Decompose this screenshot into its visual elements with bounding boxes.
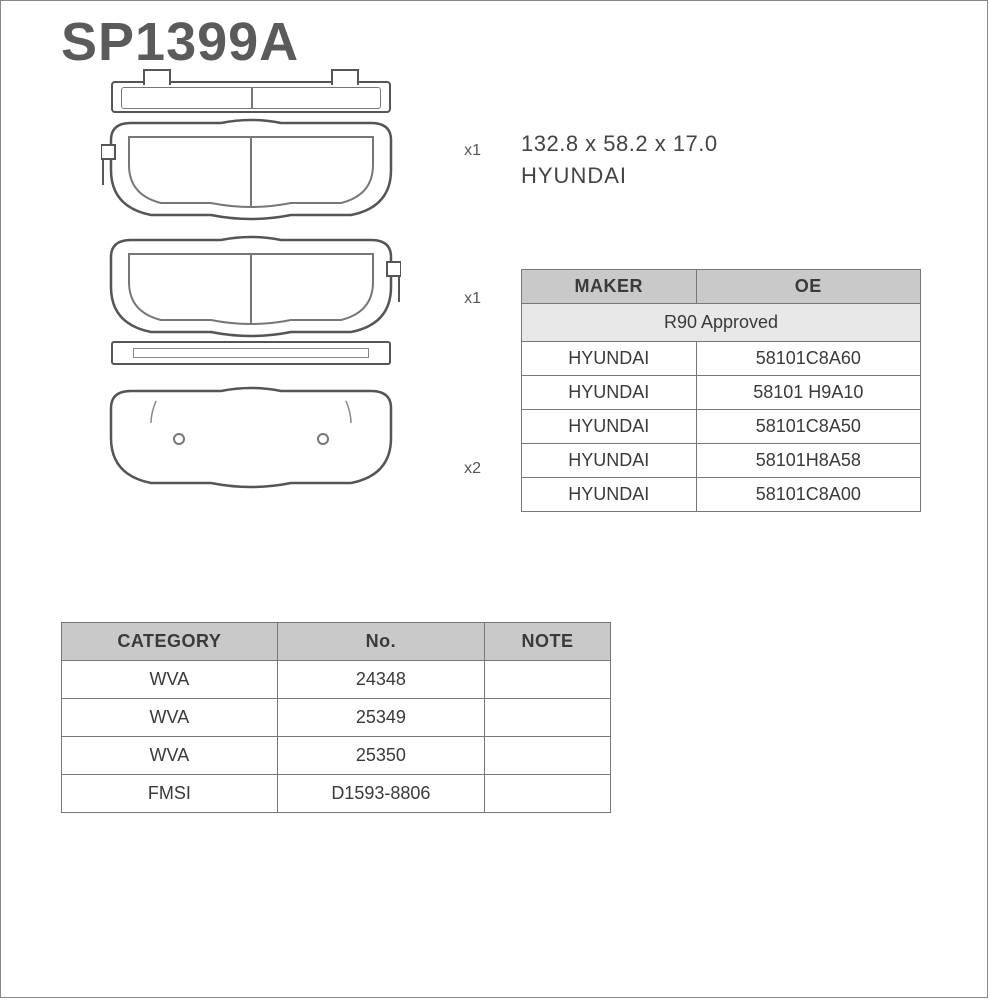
spec-sheet-page: SP1399A x1: [0, 0, 988, 998]
pad-face-2-icon: [101, 232, 401, 337]
approved-label: R90 Approved: [522, 304, 921, 342]
part-number-heading: SP1399A: [61, 11, 957, 73]
table-row: FMSID1593-8806: [62, 775, 611, 813]
content-row: x1 x1: [61, 81, 957, 512]
table-row: HYUNDAI58101C8A00: [522, 478, 921, 512]
category-table-body: WVA24348 WVA25349 WVA25350 FMSID1593-880…: [62, 661, 611, 813]
brake-pad-diagram: x1 x1: [61, 81, 441, 488]
pad-assembly-2: x1: [61, 232, 441, 365]
info-column: 132.8 x 58.2 x 17.0 HYUNDAI R90 Approved…: [521, 81, 957, 512]
category-reference-table: CATEGORY No. NOTE WVA24348 WVA25349 WVA2…: [61, 622, 611, 813]
pad-assembly-1: x1: [61, 81, 441, 220]
oe-reference-table: R90 Approved MAKER OE HYUNDAI58101C8A60 …: [521, 269, 921, 512]
table-row: HYUNDAI58101H8A58: [522, 444, 921, 478]
oe-table-header-row: MAKER OE: [522, 270, 921, 304]
table-row: HYUNDAI58101C8A50: [522, 410, 921, 444]
table-row: HYUNDAI58101C8A60: [522, 342, 921, 376]
oe-col-maker: MAKER: [522, 270, 697, 304]
approved-row: R90 Approved: [522, 304, 921, 342]
oe-table-body: HYUNDAI58101C8A60 HYUNDAI58101 H9A10 HYU…: [522, 342, 921, 512]
oe-col-oe: OE: [696, 270, 920, 304]
category-table-header-row: CATEGORY No. NOTE: [62, 623, 611, 661]
pad-face-1-icon: [101, 115, 401, 220]
table-row: WVA25349: [62, 699, 611, 737]
cat-col-no: No.: [277, 623, 484, 661]
category-table-section: CATEGORY No. NOTE WVA24348 WVA25349 WVA2…: [61, 622, 957, 813]
table-row: WVA25350: [62, 737, 611, 775]
brand-text: HYUNDAI: [521, 163, 957, 189]
pad-assembly-3: x2: [61, 383, 441, 488]
pad-face-3-icon: [101, 383, 401, 488]
cat-col-category: CATEGORY: [62, 623, 278, 661]
qty-label-3: x2: [464, 460, 481, 478]
dimensions-text: 132.8 x 58.2 x 17.0: [521, 131, 957, 157]
qty-label-1: x1: [464, 142, 481, 160]
shim-plate-icon: [111, 81, 391, 113]
table-row: HYUNDAI58101 H9A10: [522, 376, 921, 410]
table-row: WVA24348: [62, 661, 611, 699]
diagram-column: x1 x1: [61, 81, 481, 500]
qty-label-2: x1: [464, 290, 481, 308]
backing-plate-icon: [111, 341, 391, 365]
cat-col-note: NOTE: [484, 623, 610, 661]
